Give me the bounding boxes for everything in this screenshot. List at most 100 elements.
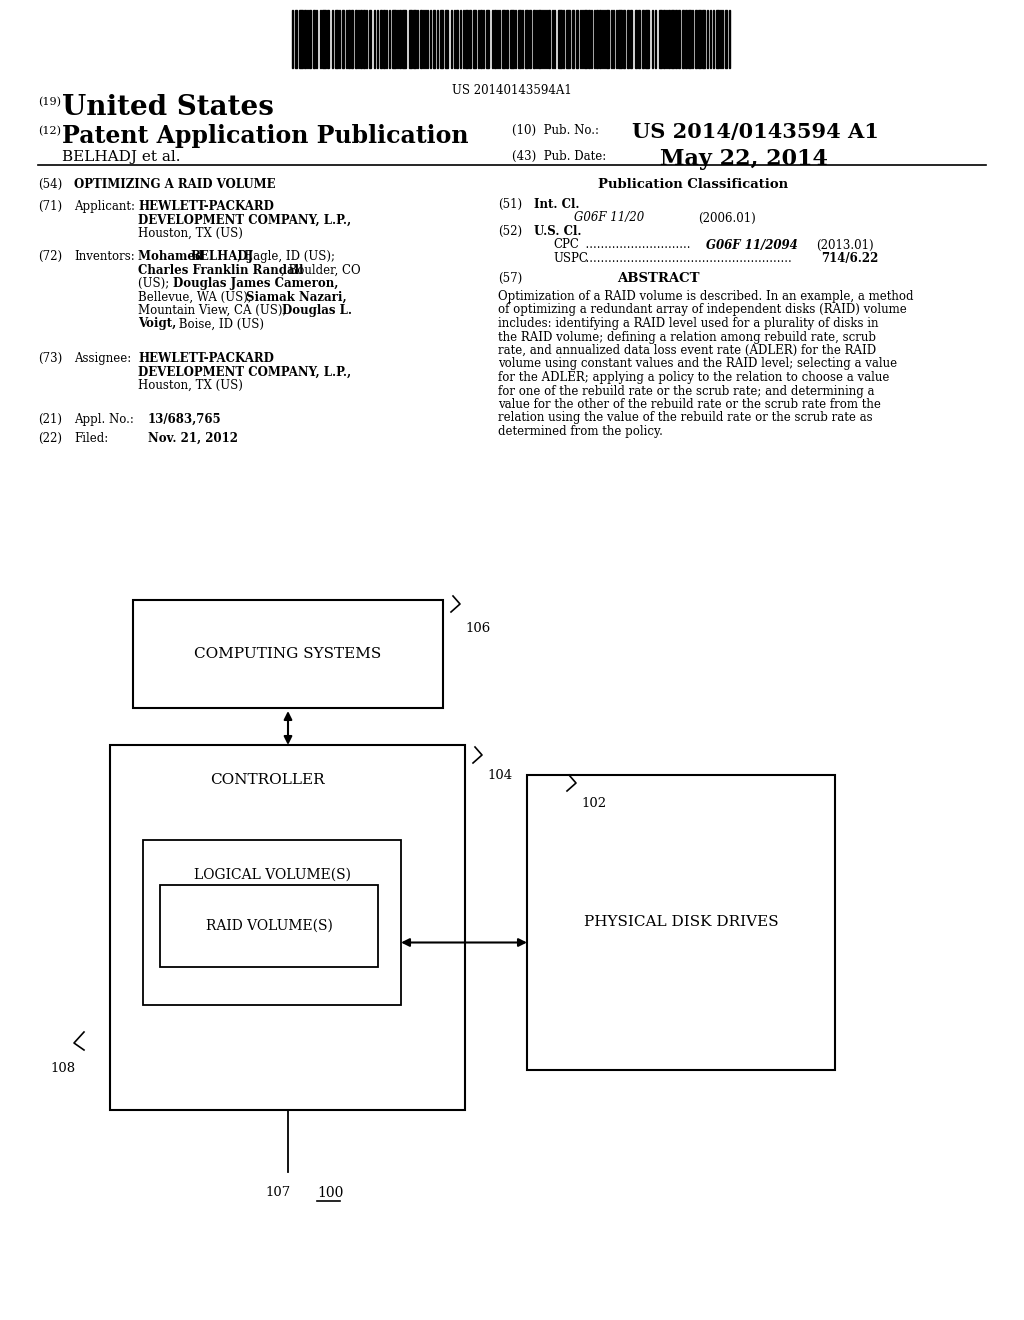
Text: G06F 11/20: G06F 11/20: [574, 211, 644, 224]
Bar: [702, 11, 705, 69]
Bar: [671, 11, 674, 69]
Text: Douglas James Cameron,: Douglas James Cameron,: [173, 277, 338, 290]
Bar: [494, 11, 496, 69]
Text: Bellevue, WA (US);: Bellevue, WA (US);: [138, 290, 256, 304]
Text: LOGICAL VOLUME(S): LOGICAL VOLUME(S): [194, 869, 350, 882]
Text: (2006.01): (2006.01): [698, 211, 756, 224]
Bar: [510, 11, 513, 69]
Text: USPC: USPC: [553, 252, 588, 265]
Text: 100: 100: [317, 1185, 344, 1200]
Bar: [598, 11, 600, 69]
Bar: [713, 11, 714, 69]
Text: 104: 104: [487, 770, 512, 781]
Bar: [327, 11, 329, 69]
Bar: [436, 11, 438, 69]
Text: May 22, 2014: May 22, 2014: [660, 148, 827, 170]
Bar: [380, 11, 382, 69]
Bar: [420, 11, 422, 69]
Bar: [348, 11, 349, 69]
Bar: [440, 11, 443, 69]
Bar: [502, 11, 505, 69]
Bar: [309, 11, 311, 69]
Bar: [354, 11, 356, 69]
Text: Douglas L.: Douglas L.: [282, 304, 352, 317]
Bar: [538, 11, 541, 69]
Bar: [658, 11, 662, 69]
Bar: [571, 11, 573, 69]
Bar: [534, 11, 535, 69]
Bar: [527, 775, 835, 1071]
Text: (54): (54): [38, 178, 62, 191]
Text: 106: 106: [465, 622, 490, 635]
Bar: [456, 11, 458, 69]
Bar: [480, 11, 481, 69]
Bar: [584, 11, 587, 69]
Bar: [362, 11, 365, 69]
Bar: [133, 601, 443, 708]
Bar: [322, 11, 326, 69]
Text: (71): (71): [38, 201, 62, 213]
Bar: [357, 11, 359, 69]
Text: ............................: ............................: [578, 239, 690, 252]
Bar: [630, 11, 632, 69]
Bar: [388, 11, 390, 69]
Bar: [391, 11, 395, 69]
Bar: [591, 11, 592, 69]
Bar: [623, 11, 625, 69]
Text: (72): (72): [38, 249, 62, 263]
Text: includes: identifying a RAID level used for a plurality of disks in: includes: identifying a RAID level used …: [498, 317, 879, 330]
Bar: [482, 11, 484, 69]
Bar: [675, 11, 677, 69]
Bar: [517, 11, 520, 69]
Bar: [651, 11, 653, 69]
Bar: [444, 11, 447, 69]
Text: 13/683,765: 13/683,765: [148, 413, 221, 426]
Text: Int. Cl.: Int. Cl.: [534, 198, 580, 211]
Bar: [728, 11, 730, 69]
Bar: [465, 11, 468, 69]
Bar: [335, 11, 338, 69]
Bar: [606, 11, 609, 69]
Text: US 2014/0143594 A1: US 2014/0143594 A1: [632, 121, 879, 143]
Bar: [342, 11, 344, 69]
Bar: [548, 11, 550, 69]
Bar: [377, 11, 378, 69]
Bar: [472, 11, 475, 69]
Bar: [413, 11, 416, 69]
Text: PHYSICAL DISK DRIVES: PHYSICAL DISK DRIVES: [584, 916, 778, 929]
Text: BELHADJ et al.: BELHADJ et al.: [62, 150, 180, 164]
Bar: [366, 11, 367, 69]
Bar: [684, 11, 686, 69]
Text: COMPUTING SYSTEMS: COMPUTING SYSTEMS: [195, 647, 382, 661]
Text: Mountain View, CA (US);: Mountain View, CA (US);: [138, 304, 290, 317]
Text: Houston, TX (US): Houston, TX (US): [138, 227, 243, 240]
Text: 102: 102: [581, 797, 606, 810]
Bar: [678, 11, 680, 69]
Bar: [429, 11, 431, 69]
Bar: [682, 11, 683, 69]
Text: Optimization of a RAID volume is described. In an example, a method: Optimization of a RAID volume is describ…: [498, 290, 913, 304]
Text: for the ADLER; applying a policy to the relation to choose a value: for the ADLER; applying a policy to the …: [498, 371, 890, 384]
Text: relation using the value of the rebuild rate or the scrub rate as: relation using the value of the rebuild …: [498, 412, 872, 425]
Text: Houston, TX (US): Houston, TX (US): [138, 379, 243, 392]
Bar: [596, 11, 597, 69]
Bar: [694, 11, 696, 69]
Text: Mohamed: Mohamed: [138, 249, 208, 263]
Text: US 20140143594A1: US 20140143594A1: [453, 84, 571, 96]
Text: , Eagle, ID (US);: , Eagle, ID (US);: [237, 249, 335, 263]
Text: value for the other of the rebuild rate or the scrub rate from the: value for the other of the rebuild rate …: [498, 399, 881, 411]
Bar: [687, 11, 690, 69]
Text: ABSTRACT: ABSTRACT: [616, 272, 699, 285]
Bar: [469, 11, 470, 69]
Text: Voigt,: Voigt,: [138, 318, 176, 330]
Bar: [525, 11, 528, 69]
Text: (57): (57): [498, 272, 522, 285]
Bar: [558, 11, 562, 69]
Bar: [521, 11, 523, 69]
Text: Boise, ID (US): Boise, ID (US): [175, 318, 264, 330]
Text: 107: 107: [265, 1185, 291, 1199]
Bar: [603, 11, 605, 69]
Text: CPC: CPC: [553, 239, 579, 252]
Bar: [644, 11, 648, 69]
Bar: [433, 11, 435, 69]
